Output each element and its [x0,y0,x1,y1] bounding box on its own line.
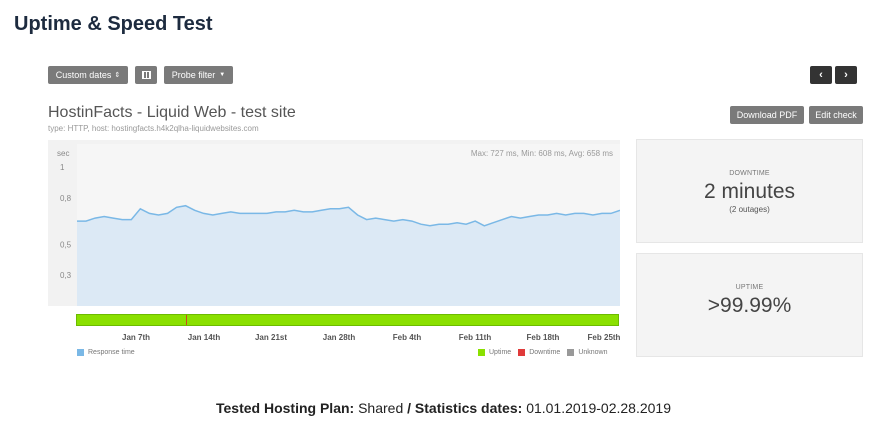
downtime-label: DOWNTIME [729,170,770,177]
response-time-chart-svg: sec 1 0,8 0,5 0,3 Max: 727 ms, Min: 608 ms, A… [57,144,620,306]
downtime-note: (2 outages) [729,205,770,214]
response-time-area [77,205,620,306]
chart-stats: Max: 727 ms, Min: 608 ms, Avg: 658 ms [471,149,613,158]
calendar-icon [141,71,151,79]
legend-unknown-label: Unknown [578,349,608,356]
prev-button[interactable]: ‹ [810,66,832,84]
probe-filter-label: Probe filter [171,70,216,80]
dates-value: 01.01.2019-02.28.2019 [526,400,671,416]
downtime-marker [186,315,187,325]
uptime-timeline-bar [76,314,619,326]
uptime-label: UPTIME [735,284,764,291]
chevron-left-icon: ‹ [819,69,823,81]
x-tick-label: Jan 21st [254,333,288,342]
legend-response-time: Response time [77,349,135,356]
x-tick-label: Jan 14th [187,333,221,342]
y-axis-label: sec [57,149,69,158]
calendar-button[interactable] [135,66,157,84]
downtime-card: DOWNTIME 2 minutes (2 outages) [636,139,863,243]
uptime-swatch [478,349,485,356]
page-title: Uptime & Speed Test [14,13,213,35]
download-pdf-button[interactable]: Download PDF [730,106,804,124]
x-tick-label: Feb 18th [526,333,560,342]
custom-dates-label: Custom dates [55,70,112,80]
next-button[interactable]: › [835,66,857,84]
x-tick-label: Jan 7th [121,333,151,342]
uptime-value: >99.99% [707,294,792,317]
check-subtitle: type: HTTP, host: hostingfacts.h4k2qlha-… [48,124,259,133]
y-tick-label: 0,5 [60,240,72,249]
y-tick-label: 1 [60,163,65,172]
x-tick-label: Feb 4th [392,333,422,342]
check-title: HostinFacts - Liquid Web - test site [48,104,296,121]
edit-check-button[interactable]: Edit check [809,106,863,124]
legend-downtime-label: Downtime [529,349,561,356]
x-tick-label: Jan 28th [322,333,356,342]
response-time-chart: sec 1 0,8 0,5 0,3 Max: 727 ms, Min: 608 ms, A… [48,140,620,306]
response-time-swatch [77,349,84,356]
downtime-swatch [518,349,526,356]
footer-separator: / [407,400,412,416]
y-tick-label: 0,3 [60,271,72,280]
y-tick-label: 0,8 [60,194,72,203]
sort-icon: ⇕ [114,72,121,79]
x-tick-label: Feb 11th [458,333,492,342]
unknown-swatch [567,349,575,356]
x-tick-label: Feb 25th [587,333,621,342]
x-axis-labels: Jan 7th Jan 14th Jan 21st Jan 28th Feb 4… [76,333,621,345]
legend-response-time-label: Response time [88,349,135,356]
legend-status: Uptime Downtime Unknown [478,349,608,356]
test-summary: Tested Hosting Plan: Shared / Statistics… [0,400,887,416]
dates-label: Statistics dates: [414,400,523,416]
uptime-card: UPTIME >99.99% [636,253,863,357]
plan-label: Tested Hosting Plan: [216,400,355,416]
chevron-right-icon: › [844,69,848,81]
response-time-line [77,204,620,227]
custom-dates-button[interactable]: Custom dates ⇕ [48,66,128,84]
legend-uptime-label: Uptime [489,349,512,356]
probe-filter-button[interactable]: Probe filter ▼ [164,66,233,84]
plan-value: Shared [358,400,404,416]
caret-down-icon: ▼ [219,72,226,78]
downtime-value: 2 minutes [703,180,796,203]
